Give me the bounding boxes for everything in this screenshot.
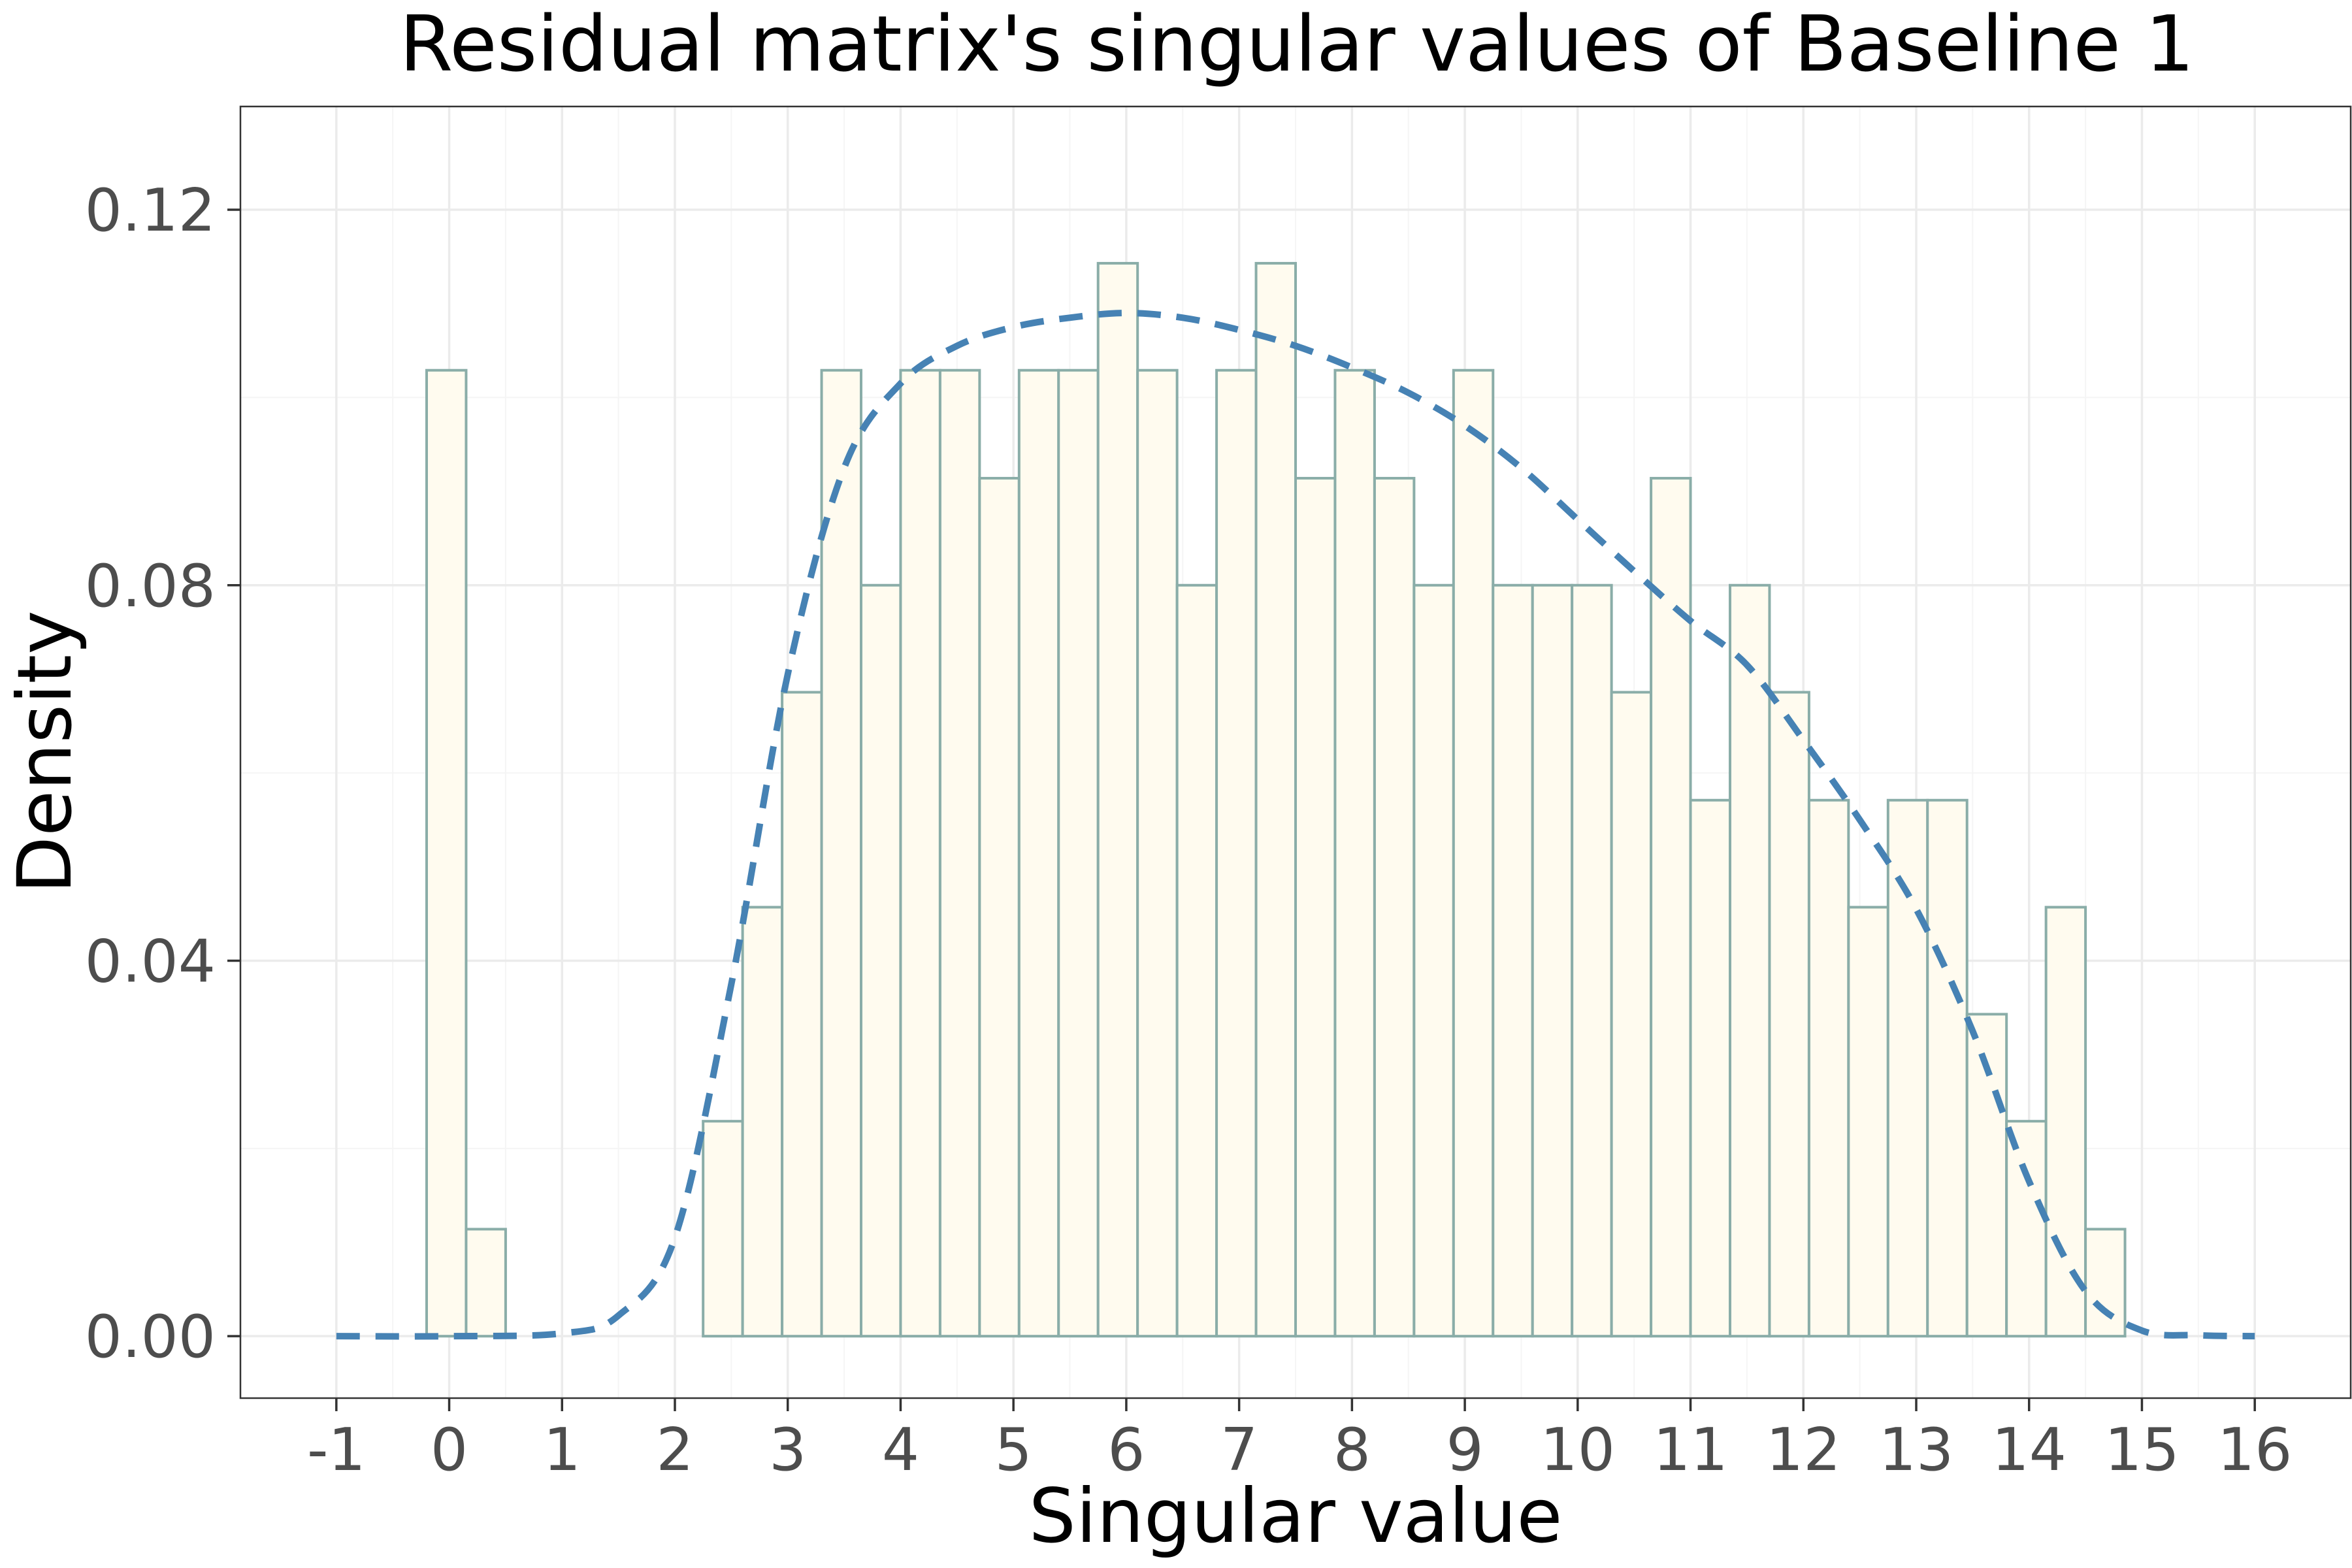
histogram-bar bbox=[1096, 261, 1139, 1338]
x-tick-label: 8 bbox=[1333, 1416, 1371, 1484]
histogram-bar bbox=[1175, 583, 1218, 1338]
histogram-bar bbox=[1057, 368, 1100, 1338]
x-tick-label: 10 bbox=[1541, 1416, 1616, 1484]
x-tick-label: -1 bbox=[307, 1416, 366, 1484]
histogram-bar bbox=[781, 691, 823, 1338]
histogram-bar bbox=[1571, 583, 1613, 1338]
histogram-bar bbox=[1847, 906, 1889, 1338]
density-curve-layer bbox=[336, 310, 2255, 1340]
histogram-bar bbox=[1333, 368, 1376, 1338]
x-tick-label: 0 bbox=[431, 1416, 468, 1484]
x-tick-label: 13 bbox=[1879, 1416, 1954, 1484]
histogram-bar bbox=[938, 368, 981, 1338]
histogram-bar bbox=[978, 476, 1021, 1338]
x-tick-label: 5 bbox=[995, 1416, 1032, 1484]
histogram-bar bbox=[2084, 1228, 2127, 1338]
x-tick-label: 3 bbox=[769, 1416, 806, 1484]
histogram-bar bbox=[1531, 583, 1574, 1338]
histogram-bars bbox=[425, 261, 2127, 1338]
histogram-bar bbox=[1610, 691, 1653, 1338]
x-tick-label: 4 bbox=[882, 1416, 919, 1484]
histogram-bar bbox=[1254, 261, 1297, 1338]
histogram-bar bbox=[1136, 368, 1179, 1338]
histogram-bar bbox=[1373, 476, 1416, 1338]
x-tick-label: 9 bbox=[1446, 1416, 1483, 1484]
histogram-bar bbox=[1017, 368, 1060, 1338]
x-tick-label: 12 bbox=[1766, 1416, 1841, 1484]
histogram-bar bbox=[820, 368, 862, 1338]
x-axis-title: Singular value bbox=[1029, 1473, 1563, 1560]
histogram-bar bbox=[1926, 798, 1968, 1338]
y-axis-title: Density bbox=[1, 610, 88, 893]
x-tick-label: 7 bbox=[1220, 1416, 1258, 1484]
histogram-bar bbox=[1294, 476, 1337, 1338]
y-axis: 0.00 0.04 0.08 0.12 bbox=[85, 176, 240, 1371]
histogram-bar bbox=[741, 906, 784, 1338]
histogram-bar bbox=[702, 1120, 744, 1338]
histogram-bar bbox=[1492, 583, 1534, 1338]
histogram-bar bbox=[2005, 1120, 2048, 1338]
histogram-bar bbox=[1413, 583, 1455, 1338]
y-tick-label: 0.12 bbox=[85, 176, 216, 245]
histogram-bar bbox=[899, 368, 941, 1338]
histogram-bar bbox=[1650, 476, 1692, 1338]
histogram-bar bbox=[1215, 368, 1258, 1338]
x-tick-label: 14 bbox=[1991, 1416, 2066, 1484]
histogram-bar bbox=[860, 583, 902, 1338]
x-tick-label: 11 bbox=[1653, 1416, 1728, 1484]
chart-title: Residual matrix's singular values of Bas… bbox=[399, 0, 2194, 89]
density-curve bbox=[336, 310, 2255, 1340]
histogram-bar bbox=[465, 1228, 507, 1338]
histogram-bar bbox=[1452, 368, 1495, 1338]
x-axis: -1 0 1 2 3 4 5 6 7 8 9 10 11 12 13 14 15 16 bbox=[307, 1398, 2293, 1484]
x-tick-label: 1 bbox=[544, 1416, 581, 1484]
x-tick-label: 2 bbox=[656, 1416, 693, 1484]
y-tick-label: 0.04 bbox=[85, 927, 216, 996]
x-tick-label: 6 bbox=[1107, 1416, 1145, 1484]
histogram-bar bbox=[1886, 798, 1929, 1338]
y-tick-label: 0.08 bbox=[85, 552, 216, 621]
histogram-bar bbox=[2044, 906, 2087, 1338]
panel-border bbox=[239, 105, 2352, 1399]
histogram-bar bbox=[1768, 691, 1810, 1338]
x-tick-label: 15 bbox=[2104, 1416, 2180, 1484]
x-tick-label: 16 bbox=[2217, 1416, 2293, 1484]
histogram-bar bbox=[1729, 583, 1771, 1338]
histogram-bar bbox=[1807, 798, 1850, 1338]
histogram-bar bbox=[425, 368, 468, 1338]
y-tick-label: 0.00 bbox=[85, 1303, 216, 1371]
histogram-bar bbox=[1689, 798, 1731, 1338]
